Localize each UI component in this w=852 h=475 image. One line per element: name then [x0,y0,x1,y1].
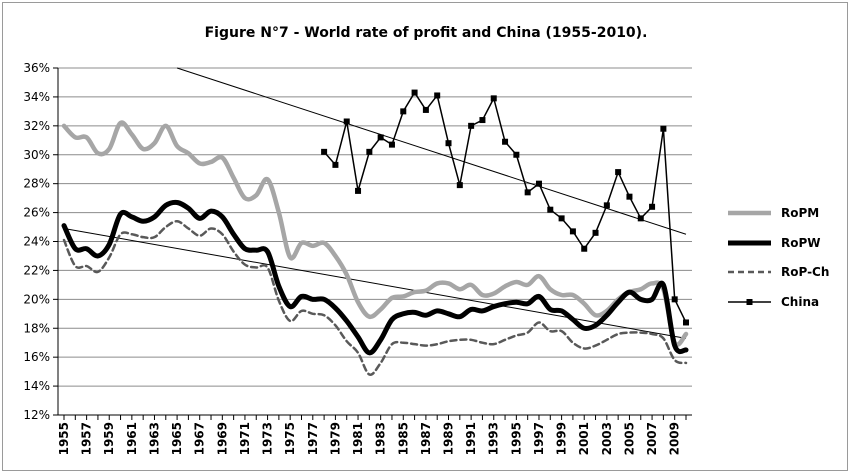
series-china-point [355,187,362,194]
y-tick-label: 22% [23,263,50,277]
series-china-point [683,319,689,326]
china-trend-line [176,67,687,235]
series-china-point [581,245,588,252]
series-china-point [343,118,350,125]
series-china-point [671,296,678,303]
series-china-point [535,180,542,187]
series-rop-ch-line [62,220,688,376]
series-china-point [513,151,520,158]
x-tick-label: 1967 [193,422,207,455]
x-tick-label: 1985 [396,422,410,455]
y-tick-label: 20% [23,292,50,306]
series-china-point [434,92,441,99]
x-tick-label: 1961 [125,422,139,455]
x-tick-label: 1963 [147,422,161,455]
y-tick-label: 26% [23,206,50,220]
y-tick-label: 12% [23,408,50,422]
y-tick-label: 36% [23,61,50,75]
series-china-point [490,95,497,102]
x-tick-label: 1987 [419,422,433,455]
x-tick-label: 1991 [464,422,478,455]
x-tick-label: 1973 [261,422,275,455]
series-china-point [660,125,667,132]
x-tick-label: 1983 [374,422,388,455]
series-china-point [626,193,633,200]
series-china-point [569,228,576,235]
x-tick-label: 2001 [577,422,591,455]
series-china-point [502,138,509,145]
series-china-point [637,215,644,222]
series-china-point [592,229,599,236]
legend-label-rop-ch: RoP-Ch [781,265,829,279]
y-tick-label: 18% [23,321,50,335]
series-china-point [411,89,418,96]
series-china-point [422,106,429,113]
x-tick-label: 2003 [600,422,614,455]
y-tick-label: 30% [23,148,50,162]
x-tick-label: 1955 [57,422,71,455]
x-tick-label: 1977 [306,422,320,455]
y-tick-label: 28% [23,177,50,191]
series-china-point [400,108,407,115]
series-china-point [547,206,554,213]
x-tick-label: 2009 [668,422,682,455]
x-tick-label: 1993 [487,422,501,455]
x-tick-label: 1965 [170,422,184,455]
x-tick-label: 1957 [80,422,94,455]
chart-title: Figure N°7 - World rate of profit and Ch… [204,25,648,41]
series-china-point [321,148,328,155]
series-china-point [366,148,373,155]
x-tick-label: 2005 [622,422,636,455]
legend-label-ropw: RoPW [781,236,821,250]
series-china-point [332,161,339,168]
x-tick-label: 1971 [238,422,252,455]
series-china-point [558,215,565,222]
series-china-point [388,141,395,148]
series-ropw-line [61,199,689,356]
series-ropm-line [61,120,689,347]
series-china-point [377,134,384,141]
series-china-point [445,140,452,147]
y-tick-label: 16% [23,350,50,364]
x-tick-label: 1989 [442,422,456,455]
legend-label-china: China [781,295,819,309]
y-tick-label: 32% [23,119,50,133]
x-tick-label: 1969 [215,422,229,455]
x-tick-label: 1959 [102,422,116,455]
x-tick-label: 2007 [645,422,659,455]
y-tick-label: 14% [23,379,50,393]
series-china-point [524,189,531,196]
x-tick-label: 1997 [532,422,546,455]
series-china-point [603,202,610,209]
series-china-point [479,117,486,124]
legend-marker-china [746,299,753,305]
x-tick-label: 1995 [509,422,523,455]
x-tick-label: 1979 [328,422,342,455]
x-tick-label: 1999 [555,422,569,455]
x-tick-label: 1981 [351,422,365,455]
y-tick-label: 34% [23,90,50,104]
legend-label-ropm: RoPM [781,206,819,220]
series-china-point [649,203,656,210]
world-trend-line [63,227,687,339]
series-china-point [615,169,622,176]
y-tick-label: 24% [23,235,50,249]
x-tick-label: 1975 [283,422,297,455]
series-china-point [456,182,463,189]
series-china-point [468,122,475,129]
